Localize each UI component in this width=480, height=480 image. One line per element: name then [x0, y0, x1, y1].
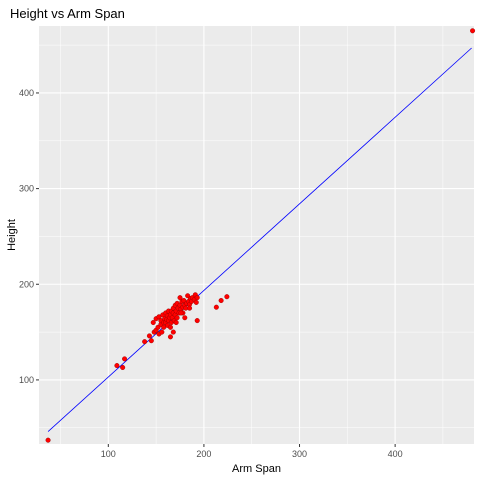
data-point: [122, 356, 128, 362]
data-point: [114, 363, 120, 369]
data-point: [193, 299, 199, 305]
data-point: [194, 318, 200, 324]
data-point: [470, 28, 476, 34]
y-axis-label: Height: [6, 219, 18, 251]
x-tick-label: 300: [292, 449, 307, 459]
minor-gridlines: [39, 26, 474, 444]
data-point: [178, 310, 184, 316]
data-point: [194, 295, 200, 301]
y-tick-label: 300: [19, 184, 34, 194]
x-axis: 100 200 300 400: [101, 444, 403, 459]
x-axis-label: Arm Span: [232, 463, 281, 475]
major-gridlines: [39, 26, 474, 444]
data-point: [146, 333, 152, 339]
data-point: [218, 298, 224, 304]
plot-panel: [39, 26, 474, 444]
data-point: [120, 364, 126, 370]
data-point: [45, 437, 51, 443]
data-point: [182, 315, 188, 321]
regression-line-group: [47, 47, 472, 432]
data-point: [148, 338, 154, 344]
data-point: [167, 324, 173, 330]
y-axis: 100 200 300 400: [19, 88, 39, 385]
data-point: [159, 329, 165, 335]
data-point: [142, 339, 148, 345]
data-point: [224, 294, 230, 300]
data-point: [173, 320, 179, 326]
data-point: [150, 320, 156, 326]
x-tick-label: 200: [196, 449, 211, 459]
x-tick-label: 400: [388, 449, 403, 459]
y-tick-label: 200: [19, 279, 34, 289]
y-tick-label: 100: [19, 375, 34, 385]
regression-line: [47, 47, 472, 432]
data-point: [187, 305, 193, 311]
data-point: [167, 334, 173, 340]
data-point: [174, 315, 180, 321]
chart-title: Height vs Arm Span: [10, 6, 125, 21]
x-tick-label: 100: [101, 449, 116, 459]
y-tick-label: 400: [19, 88, 34, 98]
data-point: [170, 329, 176, 335]
data-point: [213, 304, 219, 310]
data-points: [45, 28, 476, 443]
